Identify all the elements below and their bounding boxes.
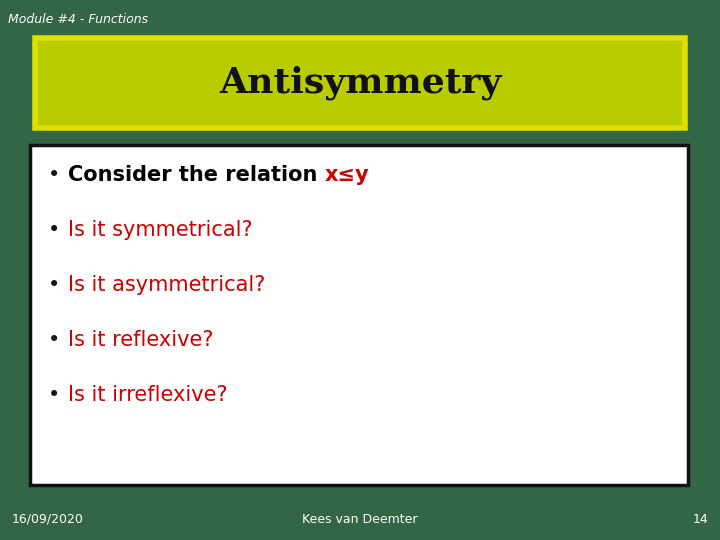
Text: Is it asymmetrical?: Is it asymmetrical?: [68, 275, 266, 295]
Text: 16/09/2020: 16/09/2020: [12, 513, 84, 526]
Text: x≤y: x≤y: [325, 165, 369, 185]
Text: •: •: [48, 275, 60, 295]
Text: Consider the relation: Consider the relation: [68, 165, 325, 185]
Text: Module #4 - Functions: Module #4 - Functions: [8, 13, 148, 26]
FancyBboxPatch shape: [30, 145, 688, 485]
Text: •: •: [48, 330, 60, 350]
FancyBboxPatch shape: [35, 38, 685, 128]
Text: •: •: [48, 220, 60, 240]
Text: Kees van Deemter: Kees van Deemter: [302, 513, 418, 526]
Text: Is it reflexive?: Is it reflexive?: [68, 330, 214, 350]
Text: Is it irreflexive?: Is it irreflexive?: [68, 385, 228, 405]
Text: •: •: [48, 385, 60, 405]
Text: •: •: [48, 165, 60, 185]
Text: Antisymmetry: Antisymmetry: [219, 66, 501, 100]
Text: 14: 14: [692, 513, 708, 526]
Text: Is it symmetrical?: Is it symmetrical?: [68, 220, 253, 240]
